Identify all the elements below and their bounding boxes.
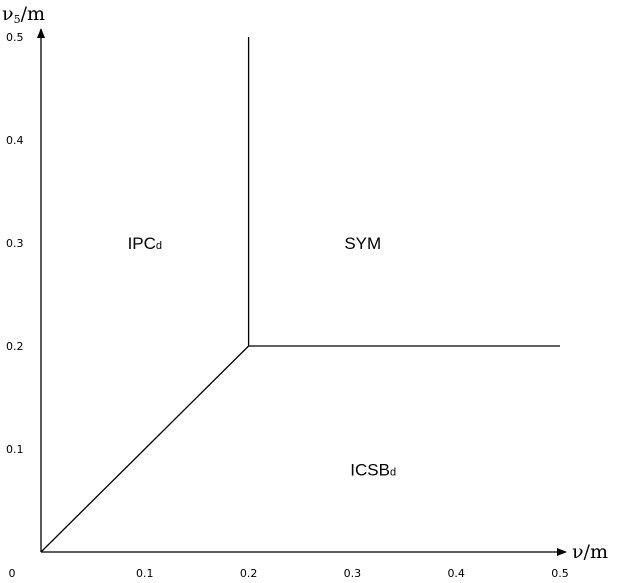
y-axis-label: ν5/m <box>2 3 45 26</box>
region-label-sym: SYM <box>344 234 381 253</box>
y-tick-label: 0.5 <box>6 31 24 44</box>
phase-boundaries <box>40 37 560 553</box>
phase-boundary-line-1 <box>40 345 250 553</box>
axes <box>37 28 567 556</box>
region-labels: IPCd SYM ICSBd <box>128 234 397 480</box>
y-tick-label: 0.1 <box>6 443 24 456</box>
x-tick-label: 0.3 <box>344 567 362 580</box>
x-tick-label: 0.2 <box>240 567 258 580</box>
tick-labels: 0 0.1 0.2 0.3 0.4 0.5 0.1 0.2 0.3 0.4 0.5 <box>6 31 569 580</box>
x-tick-label: 0.4 <box>447 567 465 580</box>
x-axis-label: ν/m <box>572 541 608 563</box>
region-label-ipc: IPCd <box>128 234 162 253</box>
x-tick-label: 0.1 <box>136 567 154 580</box>
y-tick-label: 0.2 <box>6 340 24 353</box>
x-tick-label: 0 <box>9 567 16 580</box>
y-tick-label: 0.4 <box>6 134 24 147</box>
region-label-icsb: ICSBd <box>350 461 396 480</box>
x-tick-label: 0.5 <box>551 567 569 580</box>
y-tick-label: 0.3 <box>6 237 24 250</box>
axis-labels: ν/m ν5/m <box>2 3 608 563</box>
